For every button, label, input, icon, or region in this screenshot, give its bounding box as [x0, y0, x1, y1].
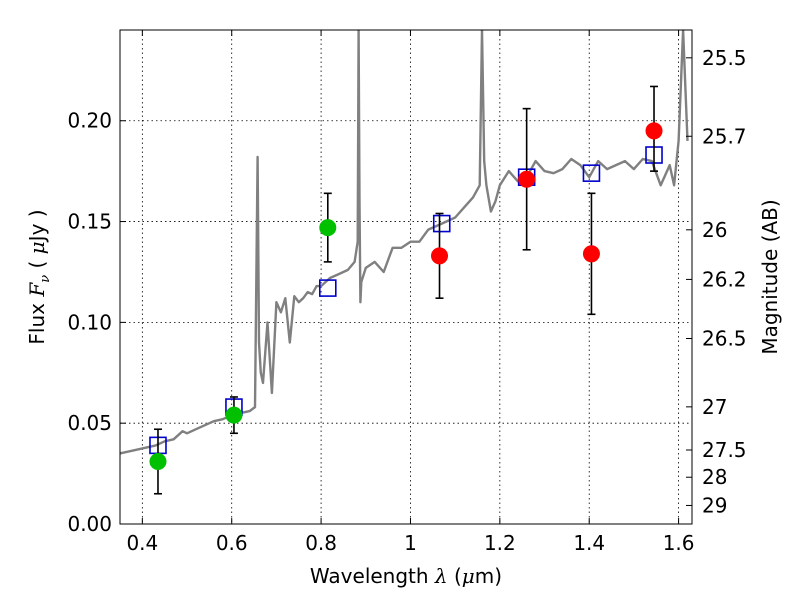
red-point: [431, 247, 449, 265]
right-tick-label: 26: [702, 218, 727, 242]
x-tick-label: 1.6: [663, 531, 695, 555]
plot-frame: [119, 29, 693, 525]
x-tick-label: 0.6: [216, 531, 248, 555]
ticks: 0.4 0.6 0.8 1 1.2 1.4 1.6 0.00 0.05 0.10 0.15 0.20 2…: [67, 30, 747, 555]
y-axis-label: Flux Fν ( μJy ): [25, 209, 53, 344]
x-tick-label: 1: [404, 531, 417, 555]
right-tick-label: 25.7: [702, 124, 747, 148]
x-tick-label: 0.4: [126, 531, 158, 555]
model-square: [318, 279, 337, 297]
x-tick-label: 0.8: [305, 531, 337, 555]
right-tick-label: 29: [702, 493, 727, 517]
spectrum-layer: [120, 30, 689, 455]
y-tick-label: 0.15: [67, 210, 112, 234]
right-tick-label: 25.5: [702, 46, 747, 70]
y-tick-label: 0.05: [67, 411, 112, 435]
y-tick-label: 0.00: [67, 512, 112, 536]
right-tick-label: 26.5: [702, 326, 747, 350]
model-square: [582, 164, 601, 182]
y-tick-label: 0.10: [67, 310, 112, 334]
plot-background: [120, 30, 692, 524]
right-tick-label: 27: [702, 395, 727, 419]
marker-layer: [149, 85, 663, 495]
x-axis-label: Wavelength λ (μm): [310, 564, 502, 588]
right-tick-label: 28: [702, 465, 727, 489]
y-tick-label: 0.20: [67, 109, 112, 133]
right-tick-label: 27.5: [702, 438, 747, 462]
right-tick-label: 26.2: [702, 267, 747, 291]
x-tick-label: 1.4: [573, 531, 605, 555]
x-tick-label: 1.2: [484, 531, 516, 555]
green-point: [225, 406, 243, 424]
red-point: [582, 245, 600, 263]
spectrum-line: [120, 30, 689, 455]
green-point: [319, 219, 337, 237]
green-point: [149, 452, 167, 470]
right-axis-label: Magnitude (AB): [758, 199, 782, 354]
red-point: [645, 122, 663, 140]
red-point: [518, 170, 536, 188]
model-square: [432, 214, 451, 233]
